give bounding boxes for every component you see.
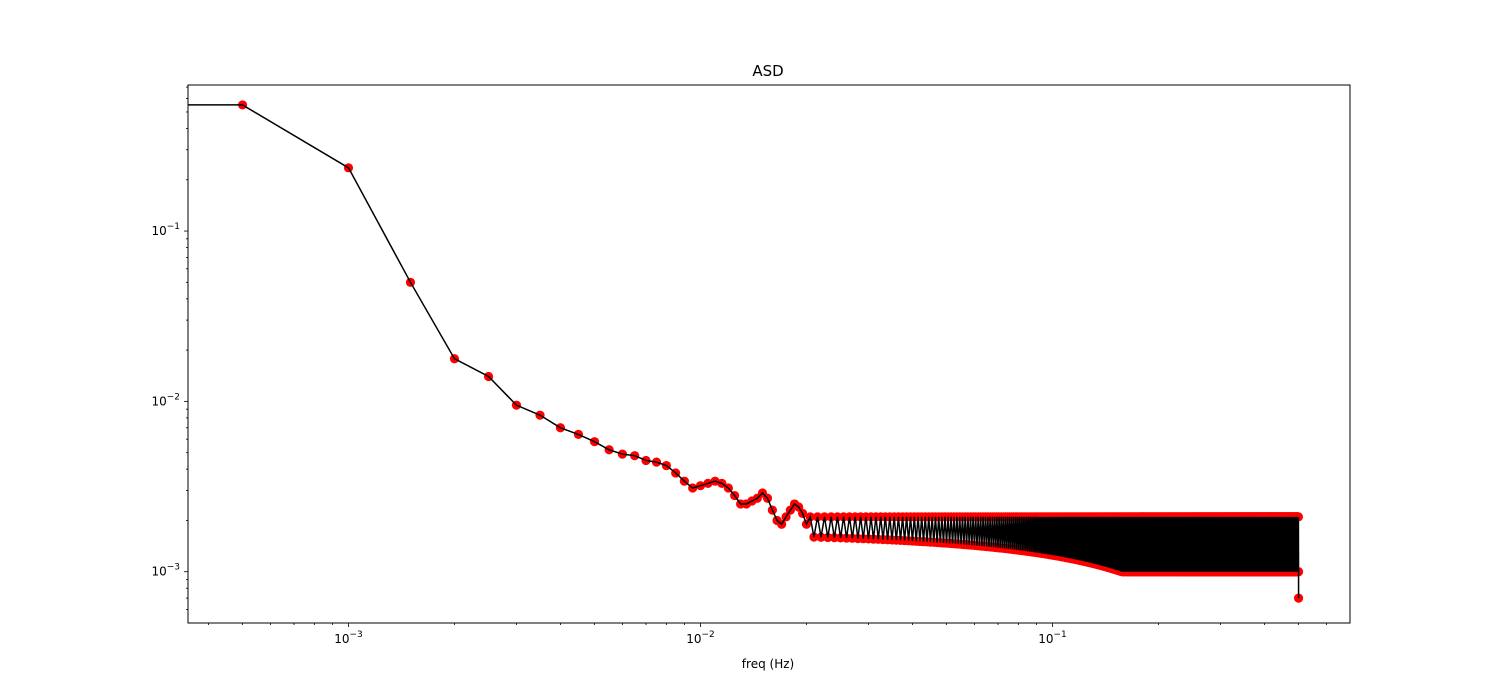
y-tick-label: 10−2: [151, 392, 180, 408]
x-tick-label: 10−3: [334, 630, 363, 646]
plot-area: [187, 84, 1351, 624]
series-line: [188, 104, 1300, 599]
x-tick-label: 10−1: [1038, 630, 1067, 646]
axis-ticks: 10−3 10−2 10−1 10−1 10−2 10−3: [151, 86, 1327, 646]
x-axis-label: freq (Hz): [742, 657, 794, 671]
y-tick-label: 10−1: [151, 222, 180, 238]
asd-series: [188, 100, 1304, 603]
x-tick-label: 10−2: [686, 630, 715, 646]
axes-frame: [187, 84, 1351, 624]
y-tick-label: 10−3: [151, 563, 180, 579]
chart-title: ASD: [752, 62, 783, 80]
